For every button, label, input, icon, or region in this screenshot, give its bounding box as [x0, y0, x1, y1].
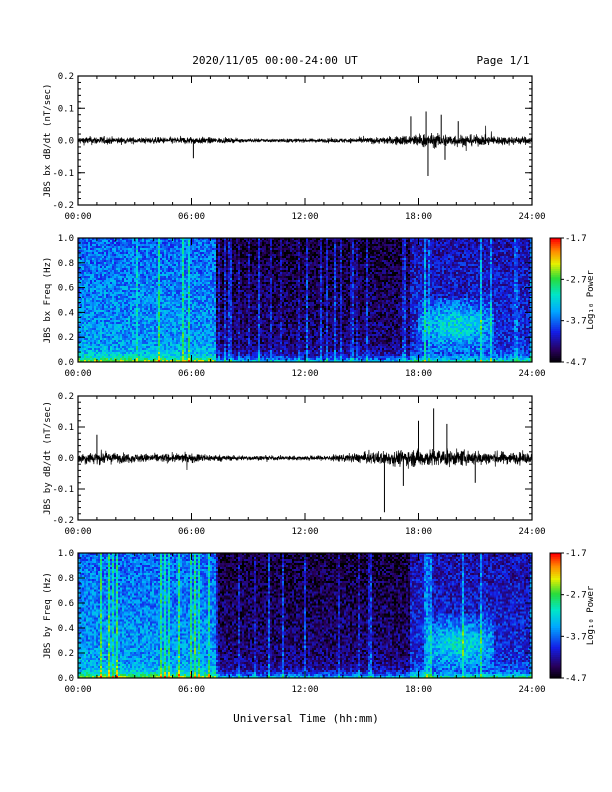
x-tick-label: 18:00	[405, 685, 432, 695]
x-tick-label: 00:00	[64, 212, 91, 222]
x-axis-title: Universal Time (hh:mm)	[233, 712, 379, 725]
figure-title: 2020/11/05 00:00-24:00 UT	[192, 54, 358, 67]
colorbar-title: Log₁₀ Power	[586, 585, 596, 645]
x-tick-label: 06:00	[178, 369, 205, 379]
x-tick-label: 12:00	[291, 685, 318, 695]
y-tick-label: 0.6	[58, 284, 74, 294]
y-axis-title: JBS by Freq (Hz)	[43, 572, 53, 659]
y-tick-label: 0.2	[58, 72, 74, 82]
colorbar-tick-label: -4.7	[565, 674, 587, 684]
y-axis-panel-1: -0.2 -0.1 0.0 0.1 0.2 JBS bx dB/dt (nT/sec)	[43, 72, 532, 211]
page-number: Page 1/1	[477, 54, 530, 67]
y-tick-label: 0.0	[58, 137, 74, 147]
x-tick-label: 18:00	[405, 527, 432, 537]
y-tick-label: 0.4	[58, 624, 74, 634]
x-tick-label: 24:00	[518, 527, 545, 537]
y-tick-label: 0.1	[58, 423, 74, 433]
x-tick-label: 24:00	[518, 685, 545, 695]
x-axis-ticks-panel-1: 00:00 06:00 12:00 18:00 24:00	[64, 76, 546, 222]
y-axis-panel-4: 0.0 0.2 0.4 0.6 0.8 1.0 JBS by Freq (Hz)	[43, 549, 532, 684]
x-tick-label: 00:00	[64, 685, 91, 695]
y-axis-title: JBS bx Freq (Hz)	[43, 257, 53, 344]
y-tick-label: -0.2	[52, 516, 74, 526]
x-tick-label: 06:00	[178, 685, 205, 695]
y-tick-label: -0.1	[52, 169, 74, 179]
colorbar-tick-label: -4.7	[565, 358, 587, 368]
x-tick-label: 06:00	[178, 527, 205, 537]
y-tick-label: 0.8	[58, 259, 74, 269]
y-tick-label: 0.2	[58, 649, 74, 659]
colorbar-panel-2: -1.7 -2.7 -3.7 -4.7 Log₁₀ Power	[549, 234, 596, 368]
x-tick-label: 12:00	[291, 212, 318, 222]
y-tick-label: 0.0	[58, 358, 74, 368]
y-tick-label: 1.0	[58, 549, 74, 559]
y-axis-title: JBS bx dB/dt (nT/sec)	[43, 84, 53, 198]
colorbar-tick-label: -2.7	[565, 591, 587, 601]
colorbar-panel-4: -1.7 -2.7 -3.7 -4.7 Log₁₀ Power	[549, 549, 596, 684]
x-axis-ticks-panel-4: 00:00 06:00 12:00 18:00 24:00	[64, 553, 546, 695]
y-tick-label: 0.4	[58, 308, 74, 318]
x-tick-label: 00:00	[64, 369, 91, 379]
y-tick-label: 0.1	[58, 104, 74, 114]
y-tick-label: 0.0	[58, 674, 74, 684]
colorbar-title: Log₁₀ Power	[586, 270, 596, 330]
x-tick-label: 24:00	[518, 369, 545, 379]
signal-trace-panel-1	[77, 125, 533, 152]
panels: 00:00 06:00 12:00 18:00 24:00-0.2-0.10.00.10…	[43, 72, 596, 695]
colorbar-tick-label: -3.7	[565, 632, 587, 642]
y-tick-label: 0.2	[58, 333, 74, 343]
colorbar-tick-label: -3.7	[565, 317, 587, 327]
y-tick-label: 0.2	[58, 392, 74, 402]
x-axis-ticks-panel-3: 00:00 06:00 12:00 18:00 24:00	[64, 396, 546, 537]
colorbar-tick-label: -1.7	[565, 549, 587, 559]
y-axis-panel-2: 0.0 0.2 0.4 0.6 0.8 1.0 JBS bx Freq (Hz)	[43, 234, 532, 368]
x-tick-label: 18:00	[405, 369, 432, 379]
x-tick-label: 00:00	[64, 527, 91, 537]
x-tick-label: 24:00	[518, 212, 545, 222]
y-axis-title: JBS by dB/dt (nT/sec)	[43, 401, 53, 515]
x-tick-label: 12:00	[291, 369, 318, 379]
spectrogram-image-panel-4	[78, 553, 532, 678]
x-axis-ticks-panel-2: 00:00 06:00 12:00 18:00 24:00	[64, 238, 546, 379]
y-axis-panel-3: -0.2 -0.1 0.0 0.1 0.2 JBS by dB/dt (nT/sec)	[43, 392, 532, 526]
spectrogram-image-panel-2	[78, 238, 532, 362]
signal-trace-panel-3	[77, 448, 533, 471]
x-tick-label: 12:00	[291, 527, 318, 537]
colorbar-tick-label: -2.7	[565, 275, 587, 285]
colorbar-tick-label: -1.7	[565, 234, 587, 244]
y-tick-label: -0.2	[52, 201, 74, 211]
y-tick-label: 0.6	[58, 599, 74, 609]
x-tick-label: 18:00	[405, 212, 432, 222]
x-tick-label: 06:00	[178, 212, 205, 222]
y-tick-label: 1.0	[58, 234, 74, 244]
y-tick-label: -0.1	[52, 485, 74, 495]
y-tick-label: 0.0	[58, 454, 74, 464]
y-tick-label: 0.8	[58, 574, 74, 584]
